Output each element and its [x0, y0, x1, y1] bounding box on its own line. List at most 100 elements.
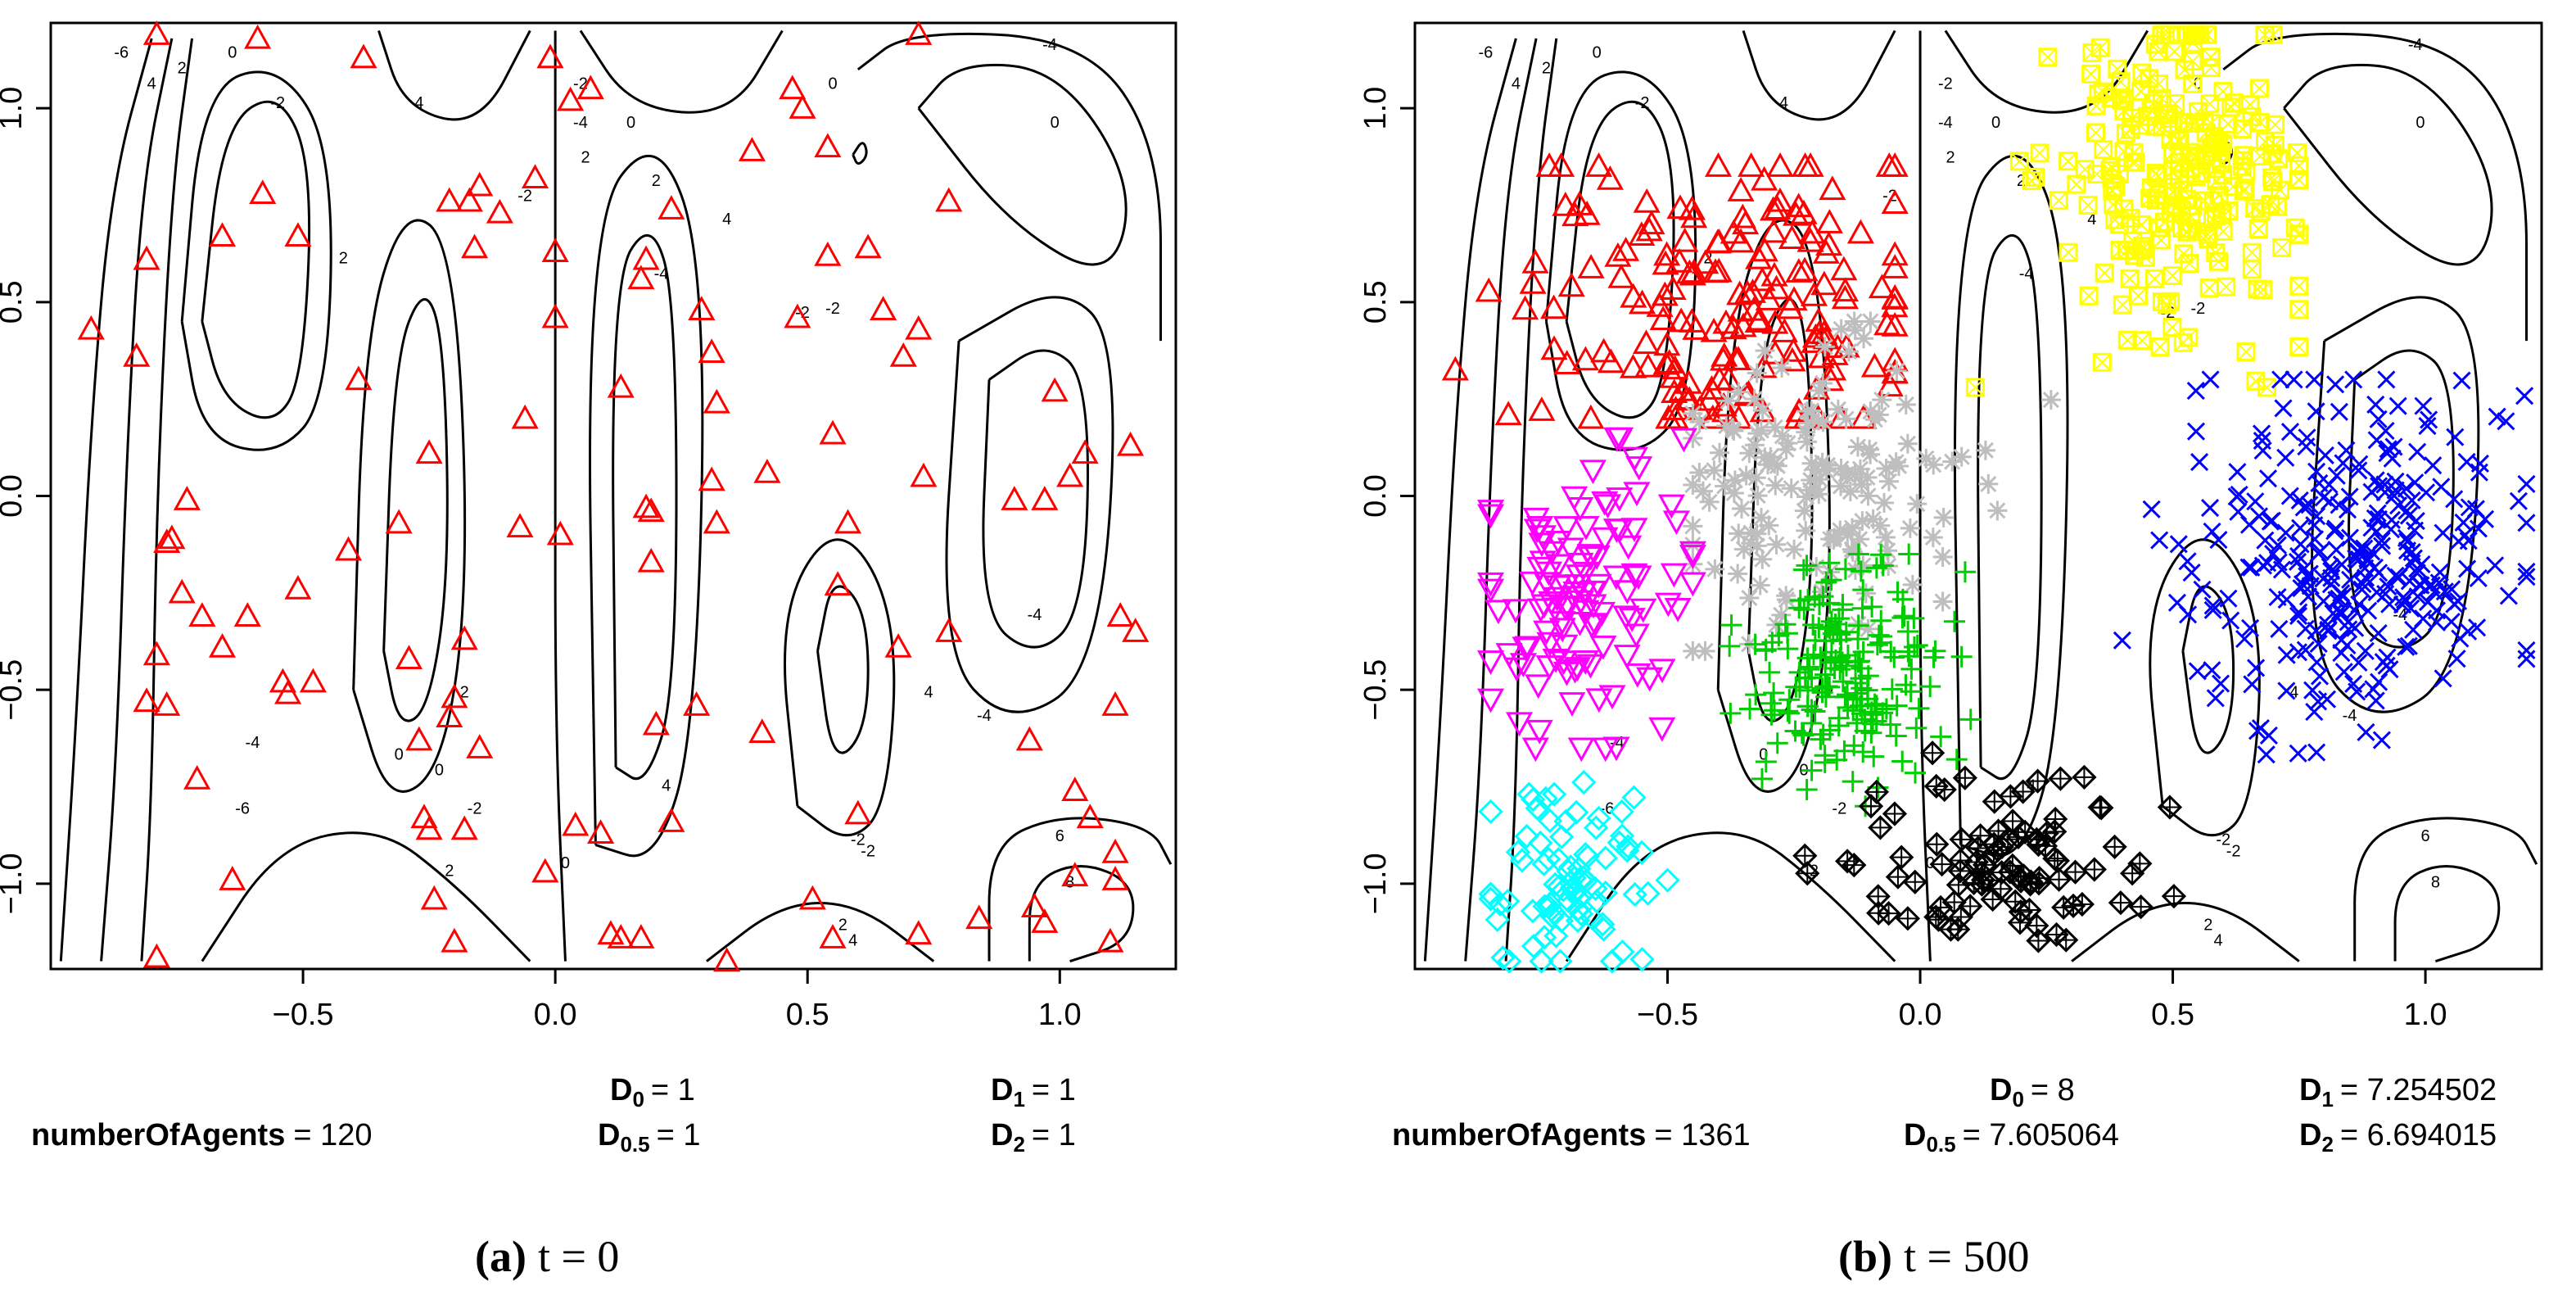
data-point: [2294, 498, 2313, 517]
data-point: [1831, 284, 1859, 310]
data-point: [1683, 403, 1703, 423]
data-point: [2116, 124, 2135, 143]
data-point: [1752, 549, 1773, 569]
data-point: [1813, 412, 1833, 432]
data-point: [1804, 700, 1826, 722]
contour-label: 2: [178, 60, 187, 78]
data-point: [1765, 417, 1785, 437]
data-point: [1001, 486, 1028, 510]
data-point: [1875, 527, 1896, 548]
data-point: [779, 75, 807, 100]
data-point: [1718, 391, 1738, 411]
data-point: [2515, 387, 2534, 405]
data-point: [1959, 709, 1982, 731]
data-point: [1662, 510, 1690, 536]
data-point: [1965, 378, 1985, 397]
data-point: [1526, 556, 1554, 582]
data-point: [2123, 231, 2143, 251]
data-point: [1887, 581, 1909, 603]
data-point: [1477, 504, 1505, 529]
data-point: [1577, 404, 1605, 429]
data-point: [1893, 605, 1915, 627]
data-point: [1521, 786, 1546, 813]
data-point: [1585, 688, 1613, 713]
data-point: [2366, 395, 2385, 414]
data-point: [2196, 123, 2216, 143]
data-point: [1760, 261, 1788, 287]
data-point: [2239, 558, 2258, 577]
data-point: [2346, 618, 2365, 637]
data-point: [905, 315, 933, 340]
data-point: [814, 241, 842, 266]
agents-stat-b: numberOfAgents = 1361: [1392, 1118, 1751, 1152]
data-point: [905, 20, 933, 45]
data-point: [1606, 487, 1634, 512]
data-point: [2162, 266, 2182, 286]
data-point: [1814, 630, 1837, 652]
data-point: [1056, 462, 1084, 487]
data-point: [2303, 681, 2322, 700]
contour-label: -2: [270, 94, 285, 112]
data-point: [2256, 531, 2275, 550]
data-point: [1702, 258, 1729, 283]
data-point: [1779, 337, 1807, 362]
data-point: [1548, 949, 1573, 974]
data-point: [1723, 419, 1743, 439]
data-point: [1557, 537, 1584, 563]
data-point: [1837, 524, 1858, 545]
data-point: [2362, 518, 2381, 537]
data-point: [2095, 263, 2114, 283]
data-point: [1683, 475, 1703, 496]
contour-label: 6: [1055, 827, 1064, 845]
data-point: [2322, 568, 2341, 587]
data-point: [1861, 595, 1883, 618]
data-point: [1540, 294, 1568, 319]
data-point: [1755, 750, 1777, 772]
data-point: [713, 947, 741, 972]
data-point: [1715, 476, 1735, 496]
data-point: [1926, 907, 1951, 932]
data-point: [1720, 219, 1747, 244]
data-point: [1603, 427, 1631, 452]
data-point: [2063, 859, 2088, 885]
data-point: [2517, 568, 2536, 586]
data-point: [1752, 401, 1773, 421]
data-point: [1751, 767, 1773, 790]
data-point: [1610, 939, 1635, 965]
data-point: [1776, 623, 1798, 645]
x-tick-label: 0.5: [2151, 998, 2194, 1032]
data-point: [1597, 348, 1625, 374]
data-point: [1831, 277, 1860, 302]
data-point: [1543, 872, 1568, 897]
data-point: [738, 137, 766, 161]
data-point: [637, 547, 665, 573]
data-point: [1766, 152, 1794, 177]
data-point: [1758, 455, 1778, 475]
data-point: [2108, 890, 2134, 916]
data-point: [2332, 644, 2351, 663]
data-point: [2201, 370, 2220, 389]
data-point: [1933, 507, 1954, 527]
contour-line: [784, 538, 896, 837]
data-point: [1868, 624, 1890, 646]
data-point: [607, 924, 635, 949]
data-point: [2397, 528, 2416, 548]
data-point: [889, 342, 917, 367]
data-point: [824, 571, 852, 596]
data-point: [1817, 455, 1837, 475]
data-point: [1739, 587, 1760, 608]
data-point: [1850, 529, 1870, 550]
data-point: [1868, 815, 1893, 840]
data-point: [1746, 468, 1766, 488]
contour-line: [589, 154, 704, 858]
data-point: [2296, 619, 2315, 638]
data-point: [1751, 237, 1778, 262]
data-point: [2368, 504, 2387, 523]
data-point: [1975, 440, 1995, 460]
data-point: [1544, 554, 1572, 579]
data-point: [1847, 543, 1869, 565]
data-point: [2276, 448, 2295, 467]
data-point: [2319, 622, 2338, 641]
data-point: [1629, 598, 1657, 623]
data-point: [1636, 667, 1664, 692]
